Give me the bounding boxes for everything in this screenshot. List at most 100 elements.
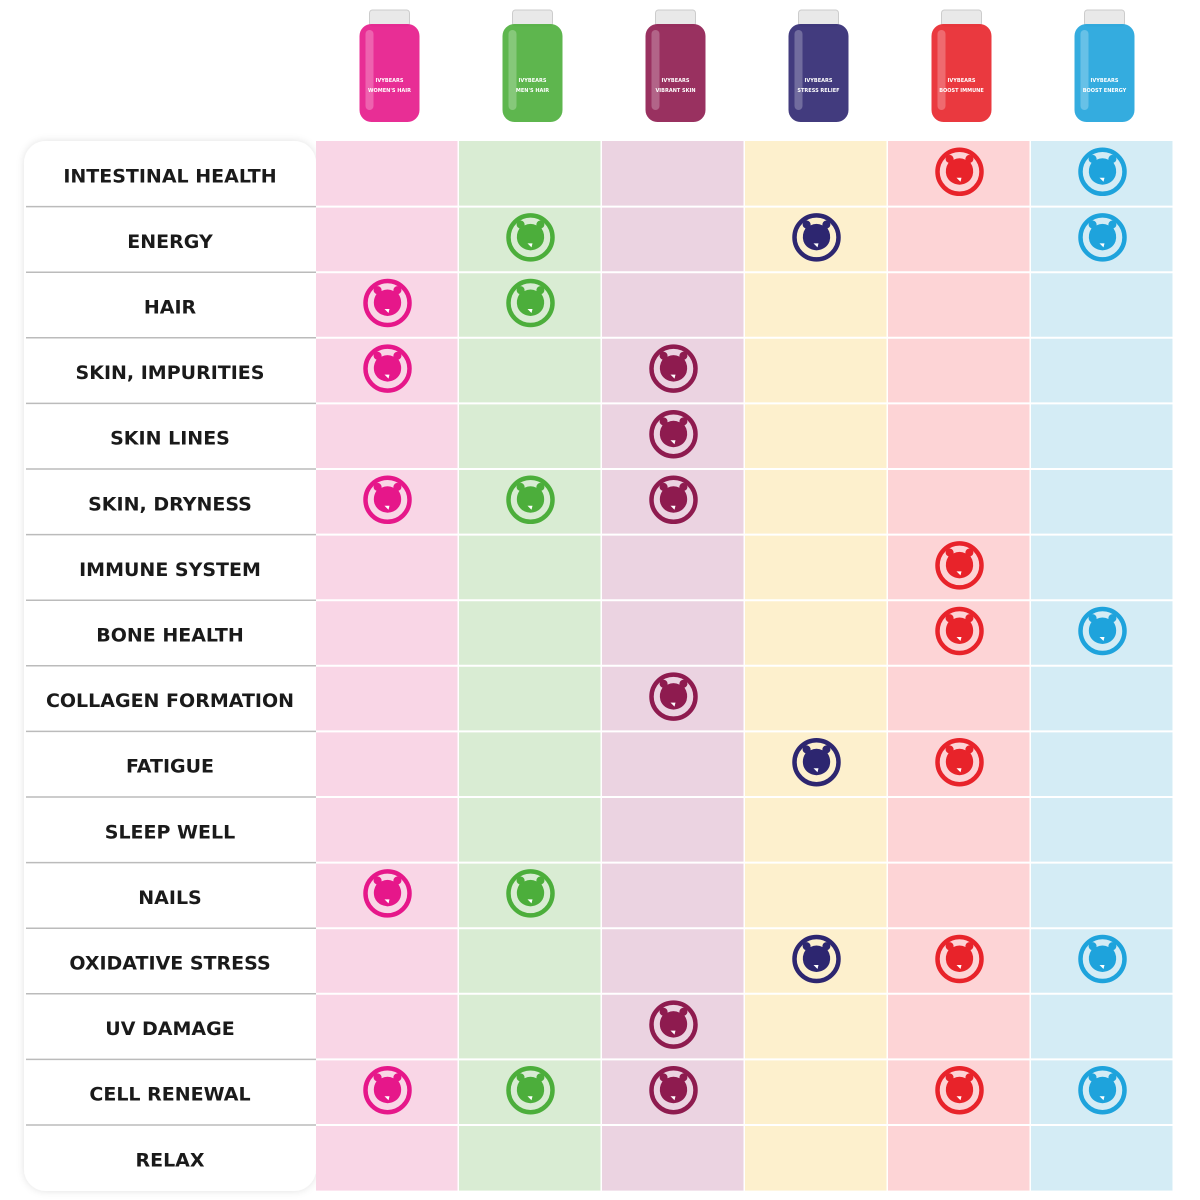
icon-ring bbox=[1078, 934, 1127, 984]
icon-mark bbox=[384, 899, 390, 904]
benefit-icon bbox=[935, 1065, 984, 1115]
benefit-icon bbox=[935, 541, 984, 590]
icon-bear bbox=[659, 1007, 688, 1038]
row-label: SKIN LINES bbox=[110, 428, 230, 450]
bottle-shine bbox=[794, 30, 803, 110]
icon-mark bbox=[956, 177, 962, 182]
benefit-icon bbox=[1078, 606, 1127, 656]
icon-ring bbox=[792, 737, 841, 787]
bottle-brand: IVYBEARS bbox=[519, 78, 547, 84]
icon-ring bbox=[363, 475, 412, 525]
product-bottle: IVYBEARS BOOST ENERGY bbox=[1074, 9, 1135, 122]
benefit-icon bbox=[649, 344, 698, 393]
row-label: HAIR bbox=[144, 297, 197, 319]
benefit-icon bbox=[506, 475, 555, 525]
bottle-name: BOOST IMMUNE bbox=[939, 88, 984, 94]
icon-ring bbox=[363, 344, 412, 393]
icon-mark bbox=[670, 1096, 676, 1101]
icon-mark bbox=[527, 505, 533, 510]
bottle-cap bbox=[655, 9, 696, 27]
row-label: CELL RENEWAL bbox=[89, 1084, 250, 1106]
icon-bear bbox=[373, 482, 402, 513]
row-label: INTESTINAL HEALTH bbox=[63, 165, 276, 187]
product-bottle: IVYBEARS STRESS RELIEF bbox=[788, 9, 849, 122]
row-label: OXIDATIVE STRESS bbox=[69, 953, 270, 975]
bottle-brand: IVYBEARS bbox=[1091, 78, 1119, 84]
bottle-brand: IVYBEARS bbox=[376, 78, 404, 84]
icon-ring bbox=[506, 475, 555, 525]
icon-mark bbox=[670, 505, 676, 510]
icon-ring bbox=[649, 1000, 698, 1049]
row-label: ENERGY bbox=[127, 231, 213, 253]
icon-bear bbox=[373, 286, 402, 316]
bottle-cap bbox=[941, 9, 982, 27]
icon-bear bbox=[516, 286, 545, 316]
row-label: UV DAMAGE bbox=[105, 1018, 234, 1040]
icon-mark bbox=[670, 374, 676, 379]
icon-mark bbox=[670, 1030, 676, 1035]
icon-bear bbox=[516, 876, 545, 907]
benefit-icon bbox=[935, 147, 984, 197]
benefit-icon bbox=[935, 606, 984, 656]
bottle-name: BOOST ENERGY bbox=[1083, 88, 1127, 94]
icon-mark bbox=[956, 1096, 962, 1101]
icon-ring bbox=[506, 213, 555, 262]
benefit-icon bbox=[649, 672, 698, 721]
benefit-icon bbox=[506, 213, 555, 262]
icon-bear bbox=[1088, 1073, 1117, 1104]
bottle-body bbox=[645, 24, 706, 122]
icon-ring bbox=[649, 1065, 698, 1115]
benefit-icon bbox=[1078, 1065, 1127, 1115]
bottle-brand: IVYBEARS bbox=[662, 78, 690, 84]
icon-mark bbox=[527, 309, 533, 313]
icon-ring bbox=[506, 1065, 555, 1115]
bottle-name: MEN'S HAIR bbox=[516, 88, 549, 94]
icon-ring bbox=[1078, 213, 1127, 262]
row-label: BONE HEALTH bbox=[96, 625, 244, 647]
icon-mark bbox=[813, 965, 819, 969]
icon-ring bbox=[792, 934, 841, 984]
icon-mark bbox=[384, 1096, 390, 1101]
benefit-icon bbox=[506, 1065, 555, 1115]
icon-ring bbox=[792, 213, 841, 262]
benefit-icon bbox=[649, 409, 698, 459]
icon-mark bbox=[813, 768, 819, 773]
bottle-body bbox=[788, 24, 849, 122]
icon-bear bbox=[945, 745, 974, 776]
icon-mark bbox=[384, 505, 390, 510]
bottle-shine bbox=[365, 30, 374, 110]
bottle-name: WOMEN'S HAIR bbox=[368, 88, 411, 94]
row-label: SKIN, IMPURITIES bbox=[76, 362, 265, 384]
product-bottle: IVYBEARS VIBRANT SKIN bbox=[645, 9, 706, 122]
row-label: SKIN, DRYNESS bbox=[88, 493, 252, 515]
icon-bear bbox=[945, 1073, 974, 1104]
bottle-name: STRESS RELIEF bbox=[797, 88, 839, 94]
icon-mark bbox=[1099, 243, 1105, 248]
icon-bear bbox=[373, 1073, 402, 1104]
bottle-body bbox=[359, 24, 420, 122]
benefit-icon bbox=[935, 934, 984, 984]
icon-ring bbox=[935, 737, 984, 787]
benefit-icon bbox=[649, 1065, 698, 1115]
bottle-name: VIBRANT SKIN bbox=[655, 88, 695, 94]
icon-bear bbox=[945, 154, 974, 185]
icon-bear bbox=[659, 679, 688, 710]
icon-bear bbox=[802, 220, 831, 251]
icon-ring bbox=[935, 606, 984, 656]
bottle-shine bbox=[508, 30, 517, 110]
product-bottle: IVYBEARS WOMEN'S HAIR bbox=[359, 9, 420, 122]
icon-ring bbox=[363, 1065, 412, 1115]
bottle-body bbox=[1074, 24, 1135, 122]
benefit-icon bbox=[363, 475, 412, 525]
icon-bear bbox=[945, 942, 974, 972]
icon-bear bbox=[1088, 220, 1117, 251]
product-bottle: IVYBEARS MEN'S HAIR bbox=[502, 9, 563, 122]
icon-bear bbox=[516, 482, 545, 513]
icon-bear bbox=[945, 548, 974, 579]
icon-ring bbox=[363, 278, 412, 328]
bottle-shine bbox=[937, 30, 946, 110]
icon-ring bbox=[506, 278, 555, 328]
icon-ring bbox=[363, 869, 412, 918]
icon-mark bbox=[1099, 965, 1105, 969]
